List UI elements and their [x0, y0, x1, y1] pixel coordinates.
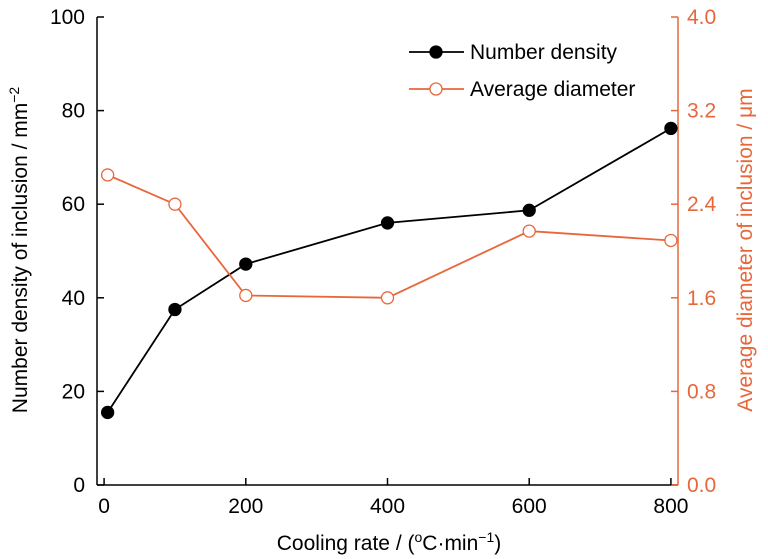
y-right-tick-label: 4.0 [687, 6, 716, 29]
legend-number-density-label: Number density [470, 41, 618, 64]
x-tick-label: 200 [228, 495, 263, 518]
number-density-point [522, 203, 536, 217]
y-right-tick-label: 0.0 [687, 474, 716, 497]
y-right-axis-title: Average diameter of inclusion / μm [734, 88, 757, 411]
legend-average-diameter-marker [429, 82, 443, 96]
x-tick-label: 0 [98, 495, 110, 518]
x-axis-title: Cooling rate / (oC·min−1) [277, 529, 502, 555]
legend-number-density-marker [429, 45, 443, 59]
number-density-line [106, 127, 672, 413]
x-tick-label: 400 [370, 495, 405, 518]
y-left-tick-label: 100 [50, 6, 85, 29]
y-left-tick-label: 0 [73, 474, 85, 497]
average-diameter-point [664, 233, 678, 248]
legend: Number density Average diameter [409, 41, 635, 101]
legend-average-diameter-label: Average diameter [470, 78, 635, 101]
average-diameter-point [100, 168, 115, 182]
y-left-axis-title: Number density of inclusion / mm−2 [6, 87, 32, 414]
number-density-point [168, 302, 182, 317]
average-diameter-point [168, 197, 182, 211]
right-y-axis: 0.0 0.8 1.6 2.4 3.2 4.0 [671, 6, 717, 497]
average-diameter-point [380, 291, 395, 305]
y-right-tick-label: 1.6 [687, 287, 716, 310]
number-density-point [664, 121, 678, 136]
x-axis: 0 200 400 600 800 [98, 478, 688, 518]
y-right-tick-label: 2.4 [687, 193, 717, 216]
y-left-tick-label: 80 [62, 100, 85, 123]
number-density-point [100, 405, 115, 420]
average-diameter-line [107, 174, 671, 299]
average-diameter-point [239, 288, 253, 303]
average-diameter-point [522, 224, 536, 238]
number-density-point [239, 257, 253, 271]
x-tick-label: 800 [653, 495, 688, 518]
y-left-tick-label: 20 [62, 380, 85, 403]
number-density-point [380, 216, 395, 230]
y-right-tick-label: 0.8 [687, 380, 716, 403]
y-left-tick-label: 40 [62, 287, 85, 310]
y-right-tick-label: 3.2 [687, 100, 716, 123]
y-left-tick-label: 60 [62, 193, 85, 216]
x-tick-label: 600 [512, 495, 547, 518]
left-y-axis: 0 20 40 60 80 100 [50, 6, 104, 497]
series-layer [100, 121, 678, 420]
